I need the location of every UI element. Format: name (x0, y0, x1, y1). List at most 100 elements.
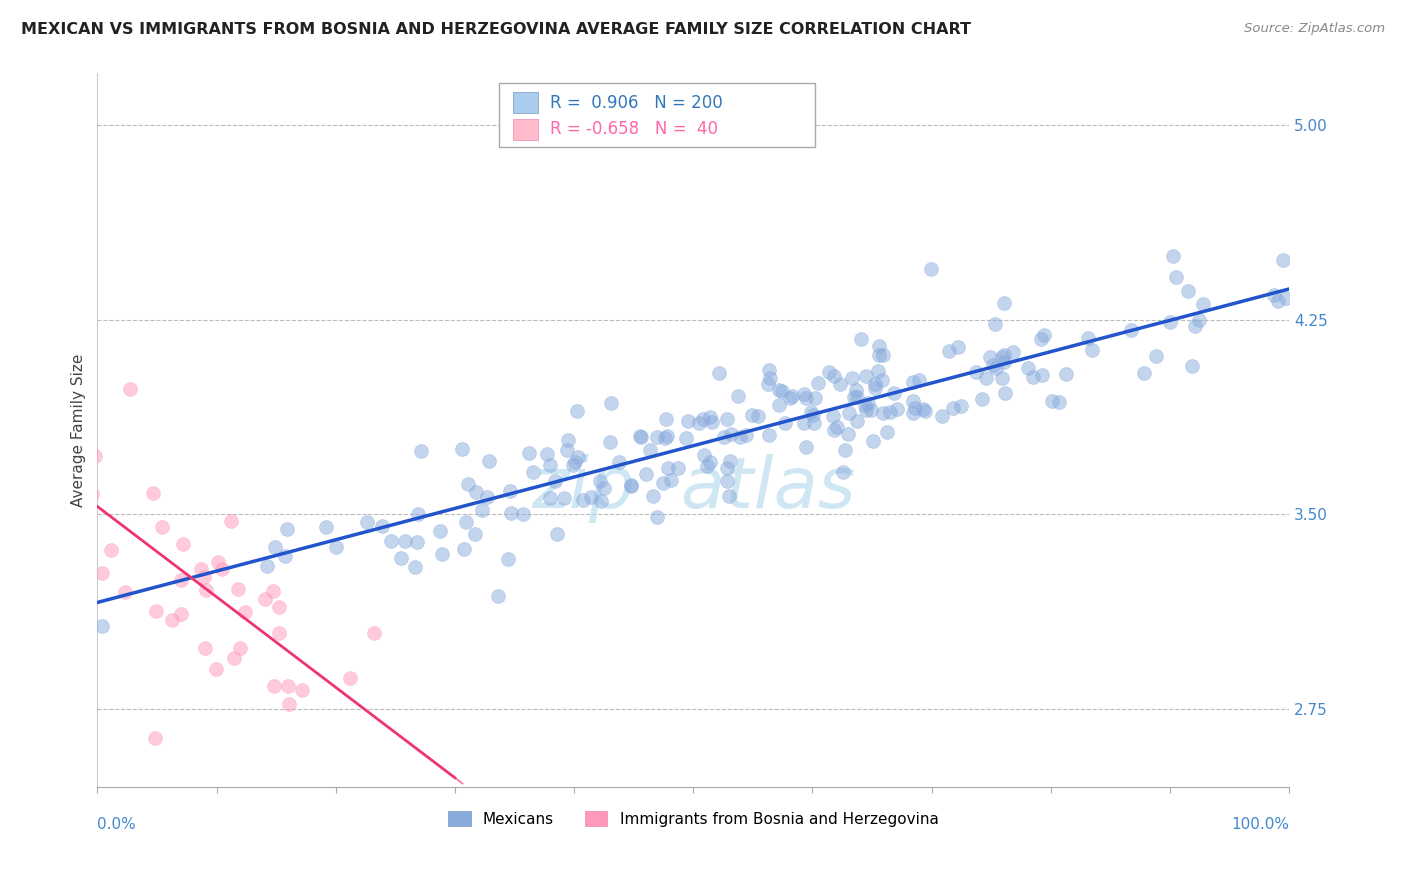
Point (172, 537, 194, 551)
Point (170, 573, 193, 587)
Point (567, 450, 589, 465)
Point (990, 370, 1012, 384)
Point (700, 415, 723, 429)
Point (845, 414, 868, 428)
Point (544, 475, 567, 489)
Point (949, 399, 972, 413)
Point (728, 430, 751, 444)
Point (512, 507, 534, 521)
Point (274, 549, 297, 564)
Point (1033, 328, 1056, 343)
Point (475, 490, 498, 504)
Point (432, 547, 454, 561)
Point (465, 485, 488, 500)
Point (591, 494, 613, 508)
Point (211, 562, 233, 576)
Point (707, 367, 730, 381)
Point (394, 534, 416, 549)
Point (160, 613, 183, 627)
Point (844, 390, 866, 404)
Point (263, 540, 285, 554)
Point (972, 392, 994, 407)
Point (406, 507, 429, 521)
Point (883, 386, 905, 401)
Point (522, 465, 544, 479)
Point (634, 467, 657, 481)
Point (780, 389, 803, 403)
Point (693, 448, 716, 462)
Point (675, 431, 697, 445)
Point (803, 417, 825, 431)
Point (90, 566, 112, 580)
Point (638, 442, 661, 457)
Point (876, 425, 898, 439)
Point (758, 427, 780, 442)
Point (256, 559, 278, 574)
Point (768, 398, 790, 412)
Point (901, 406, 924, 420)
Point (406, 535, 429, 549)
Point (1159, 315, 1181, 329)
Point (747, 409, 769, 423)
Point (868, 339, 890, 353)
Point (823, 409, 845, 423)
Point (204, 662, 226, 676)
Point (1188, 313, 1211, 327)
Point (907, 373, 929, 387)
Point (830, 377, 852, 392)
Point (1164, 270, 1187, 285)
Text: R =  0.906   N = 200: R = 0.906 N = 200 (550, 94, 723, 112)
Point (991, 350, 1014, 364)
Point (152, 520, 174, 534)
Point (356, 515, 378, 529)
Point (912, 401, 935, 416)
Point (600, 395, 623, 409)
Point (696, 458, 718, 473)
Point (855, 403, 877, 417)
Point (34, 442, 56, 457)
Point (620, 478, 643, 492)
Point (793, 416, 815, 430)
Point (457, 477, 479, 491)
Point (855, 369, 877, 384)
Point (325, 540, 347, 554)
Point (1272, 252, 1295, 267)
Point (645, 509, 668, 524)
Point (768, 383, 790, 397)
Point (993, 355, 1015, 369)
Point (409, 444, 432, 458)
Point (118, 382, 141, 396)
Point (226, 582, 249, 597)
Point (1144, 349, 1167, 363)
Point (538, 458, 561, 472)
Point (718, 454, 741, 468)
Point (758, 363, 780, 377)
Point (901, 394, 924, 409)
Point (1184, 318, 1206, 333)
Point (195, 583, 218, 598)
Point (553, 491, 575, 506)
Point (984, 318, 1007, 332)
Point (654, 432, 676, 446)
Point (886, 401, 908, 416)
Point (84, 450, 107, 464)
Point (1031, 368, 1053, 382)
Point (796, 440, 818, 454)
Point (983, 358, 1005, 372)
Point (471, 503, 494, 517)
Point (1351, 310, 1374, 324)
Point (536, 447, 558, 461)
Point (661, 474, 683, 488)
Point (914, 404, 936, 418)
Point (496, 552, 519, 566)
Point (363, 625, 385, 640)
Point (276, 522, 298, 536)
Point (589, 474, 612, 488)
Point (478, 453, 501, 467)
Point (993, 348, 1015, 362)
Point (499, 483, 522, 498)
Point (779, 391, 801, 405)
Point (756, 376, 779, 391)
Point (1133, 366, 1156, 380)
Text: MEXICAN VS IMMIGRANTS FROM BOSNIA AND HERZEGOVINA AVERAGE FAMILY SIZE CORRELATIO: MEXICAN VS IMMIGRANTS FROM BOSNIA AND HE… (21, 22, 972, 37)
